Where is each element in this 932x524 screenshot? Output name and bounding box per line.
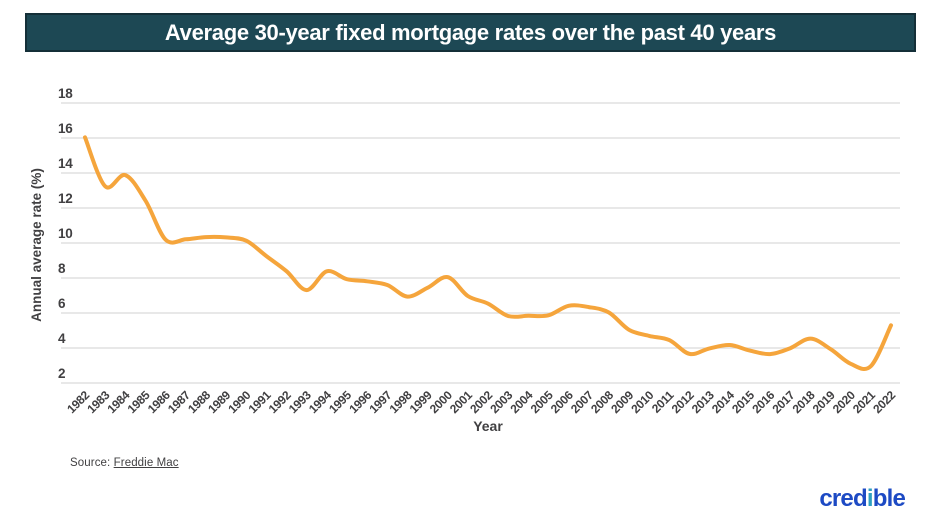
y-tick-label: 4 xyxy=(58,331,66,346)
source-link[interactable]: Freddie Mac xyxy=(113,457,179,469)
y-tick-label: 12 xyxy=(58,191,72,206)
y-tick-label: 16 xyxy=(58,121,73,136)
credible-logo: credible xyxy=(819,485,905,513)
y-tick-label: 6 xyxy=(58,296,66,311)
y-axis-title: Annual average rate (%) xyxy=(29,168,44,322)
credible-logo-part: ble xyxy=(872,485,906,512)
y-tick-label: 14 xyxy=(58,156,73,171)
y-tick-label: 18 xyxy=(58,86,73,101)
source-label: Source: xyxy=(70,457,111,469)
credible-logo-part: cred xyxy=(819,485,867,512)
y-tick-label: 2 xyxy=(58,366,65,381)
source-note: Source: Freddie Mac xyxy=(70,457,179,469)
x-axis-title: Year xyxy=(473,418,503,434)
chart-title-banner: Average 30-year fixed mortgage rates ove… xyxy=(25,13,916,52)
y-tick-label: 8 xyxy=(58,261,66,276)
rate-line-series xyxy=(83,135,893,371)
credible-logo-i: i xyxy=(866,485,874,512)
page-title: Average 30-year fixed mortgage rates ove… xyxy=(164,19,777,45)
y-tick-label: 10 xyxy=(58,226,72,241)
x-tick-label: 2022 xyxy=(870,388,898,416)
